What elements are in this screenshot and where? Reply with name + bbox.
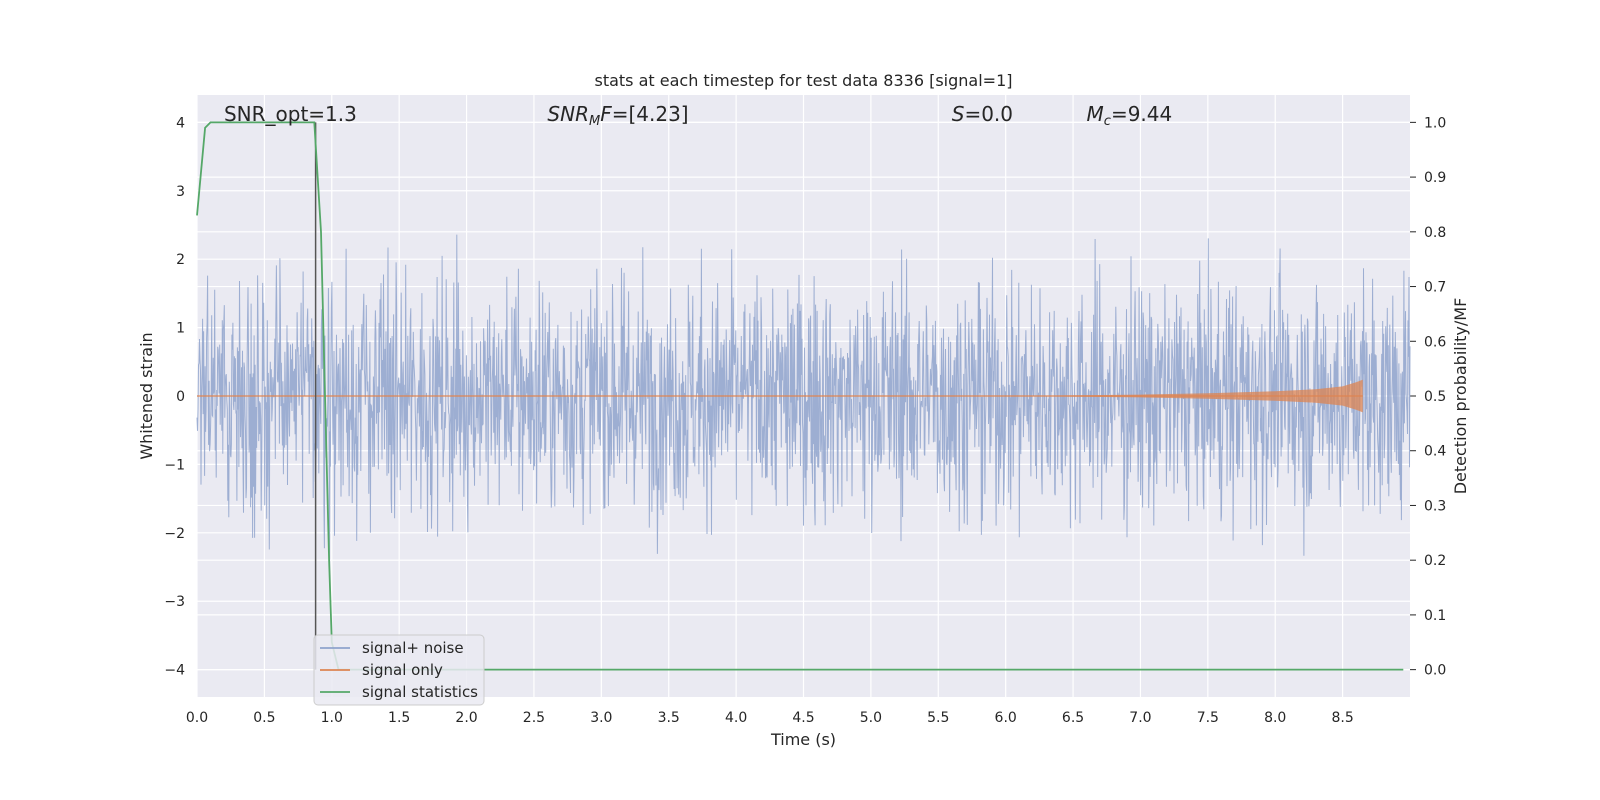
y2-tick-label: 1.0: [1424, 115, 1446, 131]
y-tick-label: −3: [164, 594, 185, 610]
legend-label-signal-only: signal only: [362, 661, 443, 679]
chart-title: stats at each timestep for test data 833…: [594, 71, 1012, 90]
y2-tick-label: 0.4: [1424, 444, 1446, 460]
y-tick-label: 2: [176, 252, 185, 268]
x-tick-label: 7.0: [1129, 710, 1151, 726]
x-tick-label: 8.5: [1331, 710, 1353, 726]
x-tick-label: 2.5: [523, 710, 545, 726]
annotation-mc-rest: =9.44: [1111, 102, 1172, 126]
y2-tick-label: 0.8: [1424, 225, 1446, 241]
y2-tick-label: 0.2: [1424, 553, 1446, 569]
legend: signal+ noise signal only signal statist…: [313, 634, 485, 706]
x-tick-label: 1.0: [321, 710, 343, 726]
annotation-s: S=0.0: [952, 102, 1013, 126]
series-signal-noise: [196, 234, 1411, 571]
x-axis-label: Time (s): [770, 730, 836, 749]
x-tick-label: 4.0: [725, 710, 747, 726]
y2-tick-label: 0.3: [1424, 498, 1446, 514]
y2-tick-label: 0.9: [1424, 170, 1446, 186]
x-tick-label: 2.0: [455, 710, 477, 726]
legend-label-signal-statistics: signal statistics: [362, 683, 478, 701]
x-tick-label: 3.5: [658, 710, 680, 726]
y-tick-label: 3: [176, 184, 185, 200]
y2-axis-label: Detection probability/MF: [1451, 298, 1470, 495]
annotation-snr-mf: SNRMF=[4.23]: [547, 102, 688, 129]
legend-box: [313, 634, 485, 706]
x-tick-label: 0.5: [253, 710, 275, 726]
y-tick-label: 1: [176, 321, 185, 337]
x-tick-label: 5.0: [860, 710, 882, 726]
x-tick-label: 3.0: [590, 710, 612, 726]
x-tick-label: 8.0: [1264, 710, 1286, 726]
annotation-s-base: S: [952, 102, 965, 126]
y-tick-label: −2: [164, 526, 185, 542]
x-tick-label: 0.0: [186, 710, 208, 726]
annotation-snr-opt: SNR_opt=1.3: [224, 102, 357, 126]
annotation-s-rest: =0.0: [964, 102, 1013, 126]
x-tick-label: 6.5: [1062, 710, 1084, 726]
y-tick-label: 0: [176, 389, 185, 405]
plot-content: [196, 121, 1411, 671]
y2-tick-label: 0.1: [1424, 608, 1446, 624]
y2-tick-label: 0.6: [1424, 334, 1446, 350]
x-tick-label: 1.5: [388, 710, 410, 726]
y-axis-label: Whitened strain: [137, 332, 156, 459]
annotation-snr-mf-sub: M: [589, 114, 600, 129]
annotation-snr-mf-base: SNR: [547, 102, 589, 126]
x-tick-label: 7.5: [1197, 710, 1219, 726]
x-tick-label: 5.5: [927, 710, 949, 726]
y2-tick-labels: 1.0 0.9 0.8 0.7 0.6 0.5 0.4 0.3 0.2 0.1 0.0: [1424, 115, 1446, 678]
annotation-mc-base: M: [1087, 102, 1104, 126]
y-tick-label: 4: [176, 115, 185, 131]
y2-tick-label: 0.7: [1424, 280, 1446, 296]
y-tick-labels: 4 3 2 1 0 −1 −2 −3 −4: [164, 115, 185, 678]
x-tick-label: 4.5: [792, 710, 814, 726]
y-tick-label: −1: [164, 457, 185, 473]
annotation-snr-mf-rest-f: F: [600, 102, 612, 126]
legend-label-signal-noise: signal+ noise: [362, 639, 464, 657]
x-tick-labels: 0.0 0.5 1.0 1.5 2.0 2.5 3.0 3.5 4.0 4.5 5.0 5.5 6.0 6…: [186, 710, 1354, 726]
x-tick-label: 6.0: [995, 710, 1017, 726]
y2-tick-label: 0.5: [1424, 389, 1446, 405]
annotation-mc: Mc=9.44: [1087, 102, 1173, 129]
y-tick-label: −4: [164, 663, 185, 679]
series-signal-statistics: [196, 121, 1404, 671]
y2-tick-label: 0.0: [1424, 663, 1446, 679]
annotation-mc-sub: c: [1104, 114, 1111, 129]
annotation-snr-mf-rest: =[4.23]: [612, 102, 689, 126]
